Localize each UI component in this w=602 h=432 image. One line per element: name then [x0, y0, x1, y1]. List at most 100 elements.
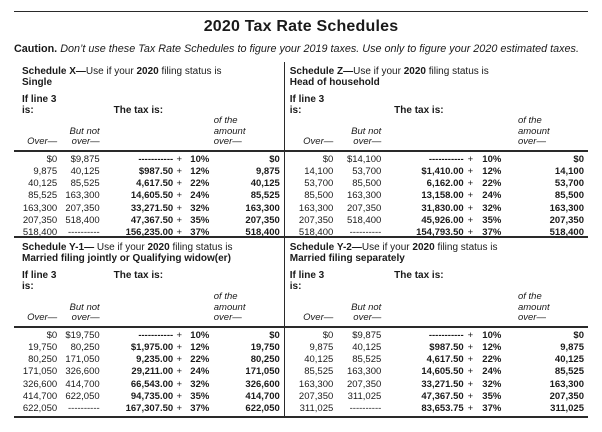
of-amount-over-value: 40,125: [250, 178, 280, 190]
empty-header: [185, 292, 214, 328]
over-value: 207,350: [22, 214, 58, 226]
but-not-over-value: 163,300: [65, 190, 100, 202]
plus-sign: +: [176, 329, 182, 341]
rate-value: 35%: [190, 390, 210, 402]
over-value: 163,300: [22, 202, 58, 214]
filing-status: Married filing jointly or Qualifying wid…: [22, 253, 231, 264]
over-value: 163,300: [298, 378, 334, 390]
plus-sign: +: [176, 190, 182, 202]
but-not-over-value: 518,400: [346, 214, 382, 226]
plus-sign: +: [176, 202, 182, 214]
base-tax-value: 29,211.00: [131, 366, 174, 378]
plus-sign: +: [176, 214, 182, 226]
tax-bracket-row: 19,750 80,250 $1,975.00 +12% 19,750: [14, 342, 284, 354]
caution-label: Caution.: [14, 43, 58, 55]
plus-sign: +: [467, 202, 474, 214]
of-amount-over-value: $0: [269, 153, 280, 165]
but-not-over-value: $9,875: [352, 329, 382, 341]
caution-note: Caution. Don’t use these Tax Rate Schedu…: [14, 43, 588, 55]
empty-header: [173, 292, 186, 328]
tax-bracket-row: 163,300 207,350 33,271.50 +32% 163,300: [14, 203, 284, 215]
schedule-z-section: Schedule Z—Use if your 2020 filing statu…: [283, 62, 588, 239]
empty-header: [383, 292, 464, 328]
of-the-line: of the: [517, 115, 542, 126]
schedule-year: 2020: [147, 242, 170, 253]
tax-bracket-row: 9,875 40,125 $987.50 +12% 9,875: [285, 342, 588, 354]
empty-header: [463, 116, 478, 152]
plus-sign: +: [467, 403, 474, 415]
schedule-use-text: filing status is: [169, 242, 233, 253]
plus-sign: +: [467, 178, 474, 190]
plus-sign: +: [176, 227, 182, 239]
of-amount-over-value: $0: [269, 329, 280, 341]
over-value: $0: [46, 329, 58, 341]
of-amount-over-value: 311,025: [550, 403, 584, 415]
but-not-over-value: ----------: [349, 403, 382, 415]
of-amount-over-header: of the amount over—: [213, 291, 284, 328]
amount-line: amount: [517, 301, 550, 313]
over-value: 207,350: [298, 214, 334, 226]
rate-value: 22%: [482, 354, 502, 366]
caution-text: Don’t use these Tax Rate Schedules to fi…: [60, 43, 579, 55]
tax-is-label: The tax is:: [113, 105, 164, 116]
of-the-line: of the: [213, 115, 238, 126]
rate-value: 37%: [190, 227, 210, 239]
plus-sign: +: [467, 378, 474, 390]
filing-status: Married filing separately: [289, 253, 405, 264]
but-not-over-value: 40,125: [70, 165, 100, 177]
empty-header: [477, 292, 510, 328]
tax-bracket-row: 311,025 ---------- 83,653.75 +37% 311,025: [285, 403, 588, 415]
but-not-over-header: But not over—: [57, 292, 102, 328]
rate-value: 22%: [190, 354, 210, 366]
tax-bracket-row: 518,400 ---------- 154,793.50 +37% 518,400: [285, 227, 588, 239]
column-labels: If line 3 is: The tax is:: [22, 270, 284, 292]
schedule-use-text: Use if your: [85, 66, 137, 77]
plus-sign: +: [176, 403, 182, 415]
plus-sign: +: [176, 366, 182, 378]
schedule-use-text: Use if your: [361, 242, 413, 253]
is-label: is:: [289, 105, 302, 116]
schedule-name: Schedule X—: [22, 66, 86, 77]
over-value: 85,525: [304, 366, 334, 378]
of-amount-over-value: 85,525: [250, 190, 280, 202]
base-tax-value: -----------: [138, 153, 174, 165]
schedule-x-title: Schedule X—Use if your 2020 filing statu…: [22, 66, 284, 88]
rate-value: 10%: [482, 153, 502, 165]
empty-header: [173, 116, 186, 152]
schedule-name: Schedule Y-1—: [22, 242, 95, 253]
schedule-y2-title: Schedule Y-2—Use if your 2020 filing sta…: [290, 242, 588, 264]
base-tax-value: 156,235.00: [125, 227, 174, 239]
base-tax-value: $1,410.00: [421, 165, 464, 177]
of-amount-over-lines: of the amount over—: [517, 115, 556, 148]
rate-value: 22%: [482, 178, 502, 190]
over-value: 19,750: [28, 341, 58, 353]
plus-sign: +: [467, 153, 474, 165]
schedules-grid: Schedule X—Use if your 2020 filing statu…: [14, 62, 588, 418]
of-amount-over-value: 414,700: [245, 390, 280, 402]
tax-bracket-row: 85,525 163,300 14,605.50 +24% 85,525: [285, 366, 588, 378]
tax-bracket-row: 163,300 207,350 33,271.50 +32% 163,300: [285, 379, 588, 391]
schedule-year: 2020: [412, 242, 435, 253]
over-line: over—: [353, 136, 382, 147]
tax-bracket-row: 85,525 163,300 14,605.50 +24% 85,525: [14, 190, 284, 202]
but-not-over-value: 622,050: [65, 390, 100, 402]
plus-sign: +: [467, 190, 474, 202]
column-labels: If line 3 is: The tax is:: [290, 94, 588, 116]
base-tax-value: 31,830.00: [421, 202, 464, 214]
but-not-over-value: 171,050: [65, 354, 100, 366]
page-title: 2020 Tax Rate Schedules: [203, 18, 399, 35]
schedule-year: 2020: [403, 66, 426, 77]
rate-value: 10%: [190, 153, 210, 165]
base-tax-value: 47,367.50: [421, 390, 464, 402]
over-header: Over—: [284, 292, 334, 328]
tax-bracket-row: 40,125 85,525 4,617.50 +22% 40,125: [285, 354, 588, 366]
over-value: 9,875: [33, 165, 58, 177]
tax-bracket-row: 171,050 326,600 29,211.00 +24% 171,050: [14, 366, 284, 378]
tax-bracket-row: 207,350 311,025 47,367.50 +35% 207,350: [285, 391, 588, 403]
plus-sign: +: [176, 165, 182, 177]
if-line3-label: If line 3: [289, 270, 325, 281]
base-tax-value: 167,307.50: [125, 403, 174, 415]
empty-header: [383, 116, 464, 152]
tax-bracket-row: 622,050 ---------- 167,307.50 +37% 622,050: [14, 403, 284, 415]
